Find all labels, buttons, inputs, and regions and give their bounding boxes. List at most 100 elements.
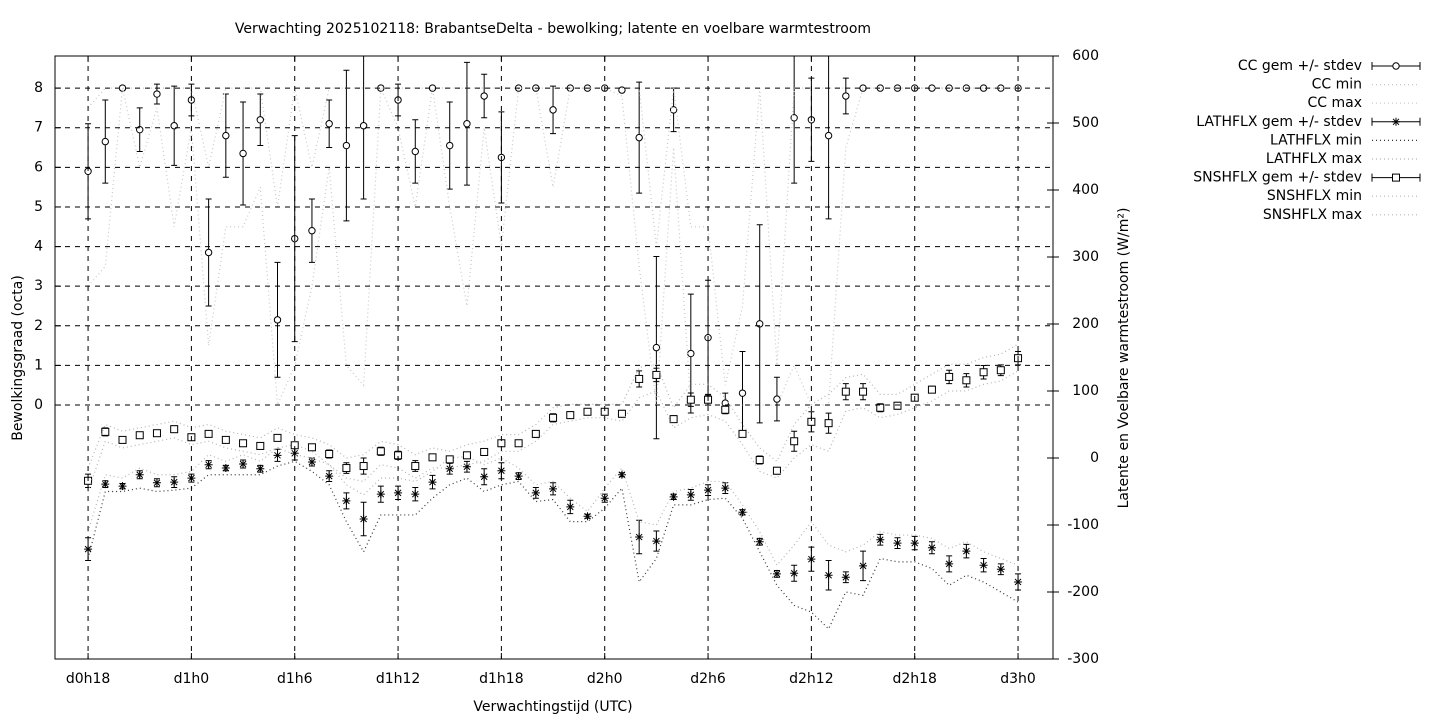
marker bbox=[566, 411, 575, 420]
legend-label: LATHFLX gem +/- stdev bbox=[1196, 114, 1362, 130]
marker bbox=[686, 395, 695, 404]
y-tick-label: 6 bbox=[34, 159, 43, 175]
legend-label: SNSHFLX min bbox=[1267, 188, 1362, 204]
marker bbox=[549, 413, 558, 422]
marker bbox=[772, 569, 781, 578]
marker bbox=[411, 147, 419, 156]
y-tick-label: 0 bbox=[34, 397, 43, 413]
y2-tick-label: -100 bbox=[1067, 517, 1099, 533]
x-tick-label: d2h18 bbox=[892, 671, 936, 687]
marker bbox=[170, 478, 179, 487]
legend-label: LATHFLX min bbox=[1270, 132, 1362, 148]
x-tick-label: d1h18 bbox=[479, 671, 523, 687]
marker bbox=[376, 447, 385, 456]
marker bbox=[962, 376, 971, 385]
marker bbox=[652, 343, 661, 352]
marker bbox=[446, 141, 454, 150]
marker bbox=[652, 537, 661, 546]
marker bbox=[118, 482, 127, 491]
x-tick-label: d2h12 bbox=[789, 671, 833, 687]
marker bbox=[101, 480, 110, 489]
marker bbox=[566, 502, 575, 511]
marker bbox=[480, 447, 489, 456]
marker bbox=[118, 435, 127, 444]
y-tick-label: 5 bbox=[34, 199, 43, 215]
marker bbox=[256, 464, 265, 473]
marker bbox=[342, 496, 351, 505]
marker bbox=[618, 86, 626, 94]
y2-tick-label: 600 bbox=[1072, 48, 1099, 64]
marker bbox=[669, 106, 678, 114]
marker bbox=[531, 429, 540, 438]
marker bbox=[118, 84, 127, 92]
marker bbox=[927, 385, 936, 394]
marker bbox=[669, 492, 678, 501]
marker bbox=[376, 490, 385, 499]
marker bbox=[893, 539, 902, 548]
marker bbox=[273, 316, 282, 324]
legend-label: CC min bbox=[1312, 77, 1362, 93]
marker bbox=[221, 435, 230, 444]
marker bbox=[308, 227, 316, 235]
min-max-line bbox=[87, 370, 1019, 492]
marker bbox=[824, 419, 833, 428]
marker bbox=[686, 490, 695, 499]
marker bbox=[617, 470, 626, 479]
y2-tick-label: 400 bbox=[1072, 182, 1099, 198]
marker bbox=[359, 462, 368, 471]
marker bbox=[859, 561, 868, 570]
marker bbox=[480, 472, 489, 481]
marker bbox=[945, 559, 954, 568]
legend-label: LATHFLX max bbox=[1266, 151, 1362, 167]
marker bbox=[738, 389, 747, 397]
y-tick-label: 1 bbox=[34, 357, 43, 373]
marker bbox=[514, 439, 523, 448]
marker bbox=[342, 464, 351, 473]
y-tick-label: 8 bbox=[34, 80, 43, 96]
y-tick-label: 4 bbox=[34, 239, 43, 255]
x-tick-label: d1h6 bbox=[277, 671, 313, 687]
marker bbox=[583, 407, 592, 416]
marker bbox=[721, 484, 730, 493]
marker bbox=[342, 141, 351, 150]
x-tick-label: d1h0 bbox=[174, 671, 210, 687]
marker bbox=[927, 543, 936, 552]
legend-label: SNSHFLX gem +/- stdev bbox=[1193, 170, 1362, 186]
marker bbox=[101, 427, 110, 436]
y-tick-label: 7 bbox=[34, 120, 43, 136]
marker bbox=[772, 466, 781, 475]
legend-marker bbox=[1392, 117, 1400, 126]
chart-title: Verwachting 2025102118: BrabantseDelta -… bbox=[235, 21, 871, 37]
marker bbox=[325, 449, 334, 458]
y-axis-label: Bewolkingsgraad (octa) bbox=[10, 275, 26, 441]
marker bbox=[445, 455, 454, 464]
marker bbox=[755, 456, 764, 465]
x-axis-label: Verwachtingstijd (UTC) bbox=[473, 699, 632, 715]
marker bbox=[876, 535, 885, 544]
marker bbox=[135, 431, 144, 440]
marker bbox=[153, 90, 161, 98]
min-max-line bbox=[87, 343, 1019, 469]
marker bbox=[101, 137, 109, 146]
marker bbox=[170, 425, 179, 434]
x-tick-label: d3h0 bbox=[1000, 671, 1036, 687]
marker bbox=[824, 571, 833, 580]
min-max-line bbox=[87, 87, 1019, 386]
marker bbox=[842, 92, 850, 100]
legend-marker bbox=[1392, 62, 1400, 70]
x-tick-label: d1h12 bbox=[376, 671, 420, 687]
marker bbox=[945, 372, 954, 381]
marker bbox=[549, 106, 557, 114]
legend-label: SNSHFLX max bbox=[1263, 207, 1362, 223]
marker bbox=[256, 116, 264, 124]
marker bbox=[273, 451, 282, 460]
marker bbox=[910, 539, 919, 548]
marker bbox=[893, 401, 902, 410]
marker bbox=[962, 547, 971, 556]
marker bbox=[876, 403, 885, 412]
marker bbox=[411, 490, 420, 499]
marker bbox=[204, 248, 213, 257]
y-tick-label: 2 bbox=[34, 318, 43, 334]
marker bbox=[979, 561, 988, 570]
marker bbox=[222, 131, 230, 140]
